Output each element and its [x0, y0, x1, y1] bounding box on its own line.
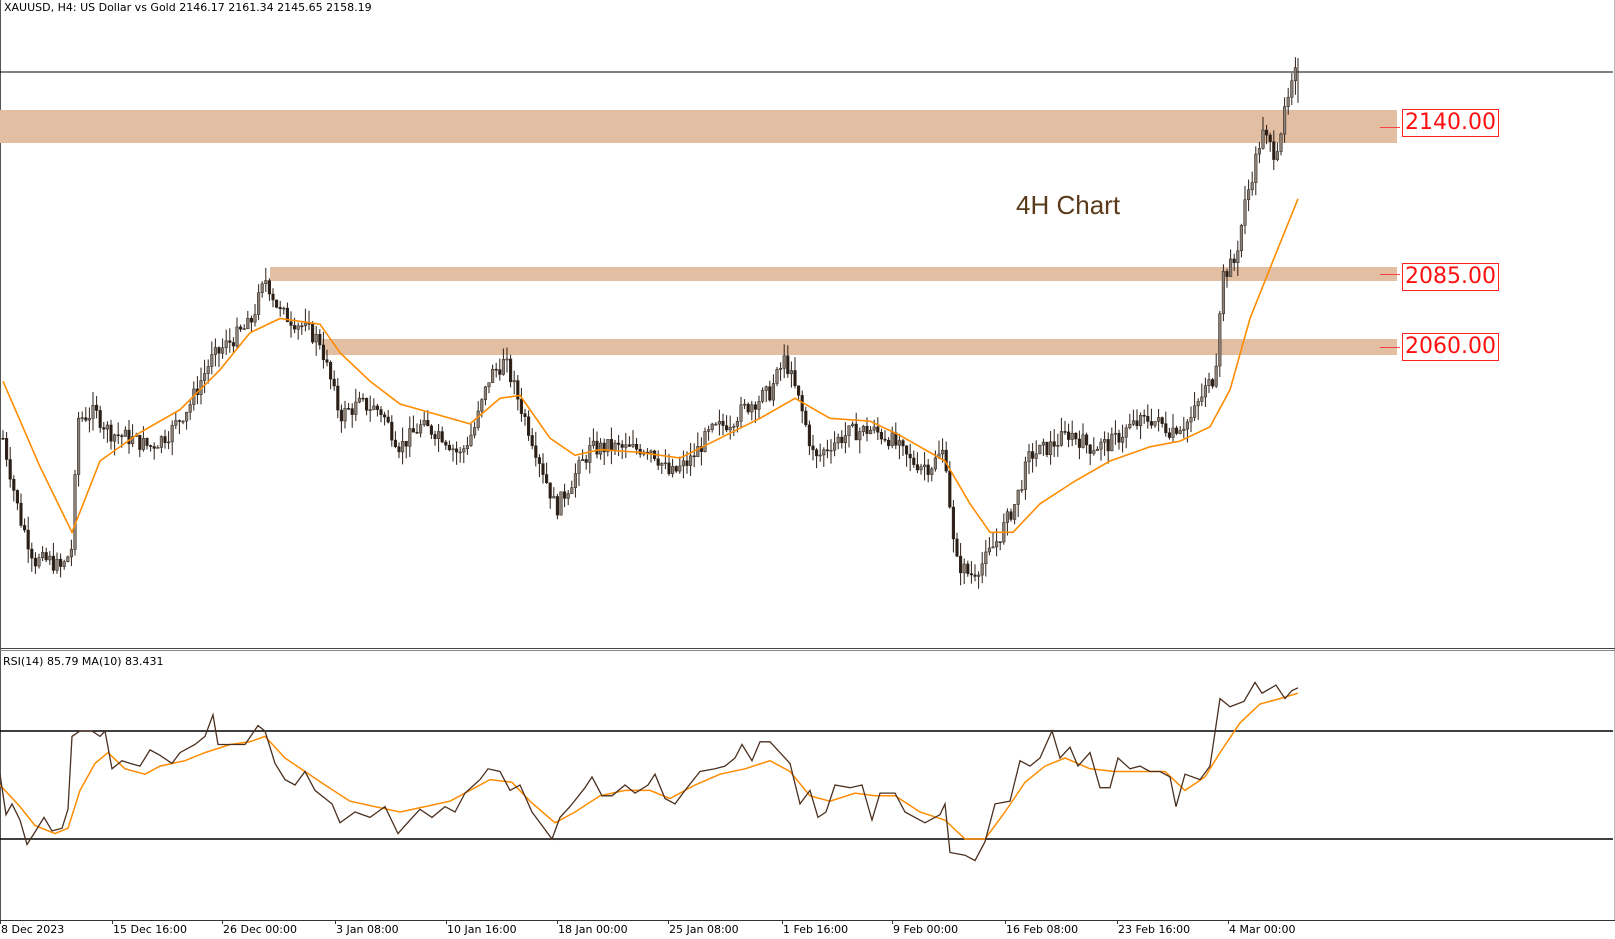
time-axis	[0, 920, 1615, 921]
support-resistance-zones	[0, 110, 1397, 355]
rsi-line	[0, 681, 1299, 862]
time-label: 8 Dec 2023	[1, 923, 65, 936]
zone-2085[interactable]	[270, 267, 1397, 281]
time-tick	[222, 920, 223, 924]
time-label: 10 Jan 16:00	[447, 923, 517, 936]
time-label: 25 Jan 08:00	[669, 923, 739, 936]
time-tick	[782, 920, 783, 924]
time-label: 26 Dec 00:00	[223, 923, 297, 936]
zone-2140[interactable]	[0, 110, 1397, 143]
time-tick	[112, 920, 113, 924]
time-tick	[0, 920, 1, 924]
rsi-indicator-label: RSI(14) 85.79 MA(10) 83.431	[3, 655, 164, 668]
time-label: 3 Jan 08:00	[336, 923, 399, 936]
time-label: 1 Feb 16:00	[783, 923, 849, 936]
time-label: 9 Feb 00:00	[893, 923, 959, 936]
pane-separator[interactable]	[0, 648, 1615, 649]
time-tick	[892, 920, 893, 924]
zone-label-connector	[1380, 347, 1400, 348]
zone-price-label[interactable]: 2085.00	[1402, 263, 1499, 291]
time-label: 23 Feb 16:00	[1118, 923, 1191, 936]
time-label: 18 Jan 00:00	[558, 923, 628, 936]
time-tick	[668, 920, 669, 924]
chart-title: XAUUSD, H4: US Dollar vs Gold 2146.17 21…	[4, 1, 372, 14]
zone-label-connector	[1380, 274, 1400, 275]
time-tick	[557, 920, 558, 924]
zone-price-label[interactable]: 2060.00	[1402, 333, 1499, 361]
time-tick	[1005, 920, 1006, 924]
chart-annotation: 4H Chart	[1016, 190, 1121, 220]
time-tick	[335, 920, 336, 924]
time-tick	[446, 920, 447, 924]
moving-average-line	[2, 198, 1299, 535]
rsi-ma-line	[0, 692, 1299, 840]
zone-price-label[interactable]: 2140.00	[1402, 109, 1499, 137]
time-label: 15 Dec 16:00	[113, 923, 187, 936]
time-label: 16 Feb 08:00	[1006, 923, 1079, 936]
time-tick	[1228, 920, 1229, 924]
zone-label-connector	[1380, 126, 1400, 128]
pane-separator-inner	[0, 650, 1615, 651]
time-label: 4 Mar 00:00	[1229, 923, 1296, 936]
zone-2060[interactable]	[322, 339, 1397, 355]
time-tick	[1117, 920, 1118, 924]
